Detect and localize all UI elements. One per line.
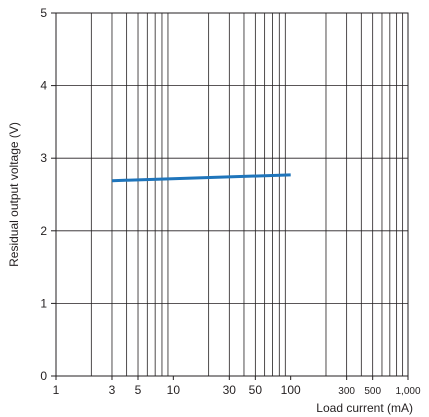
plot-frame [55,12,409,377]
x-tick-label: 10 [167,383,181,397]
y-tick-label: 1 [40,296,47,310]
x-tick-label: 500 [364,386,381,397]
y-tick-label: 2 [40,224,47,238]
x-tick-label: 1 [53,383,60,397]
y-tick-labels: 0 1 2 3 4 5 [40,6,56,383]
y-tick-label: 4 [40,79,47,93]
x-axis-title: Load current (mA) [316,401,413,415]
y-axis-title: Residual output voltage (V) [7,122,21,267]
x-tick-label: 30 [223,383,237,397]
series-line [111,173,291,183]
x-tick-label: 50 [249,383,263,397]
x-tick-label: 100 [281,383,301,397]
y-tick-label: 3 [40,151,47,165]
y-tick-label: 0 [40,369,47,383]
grid [56,13,408,376]
series-layer [111,173,291,183]
y-tick-label: 5 [40,6,47,20]
x-tick-label: 300 [338,386,355,397]
x-tick-label: 5 [135,383,142,397]
x-tick-label: 3 [109,383,116,397]
x-tick-label: 1,000 [395,386,420,397]
x-tick-labels: 1 3 5 10 30 50 100 300 500 1,000 [53,376,421,397]
